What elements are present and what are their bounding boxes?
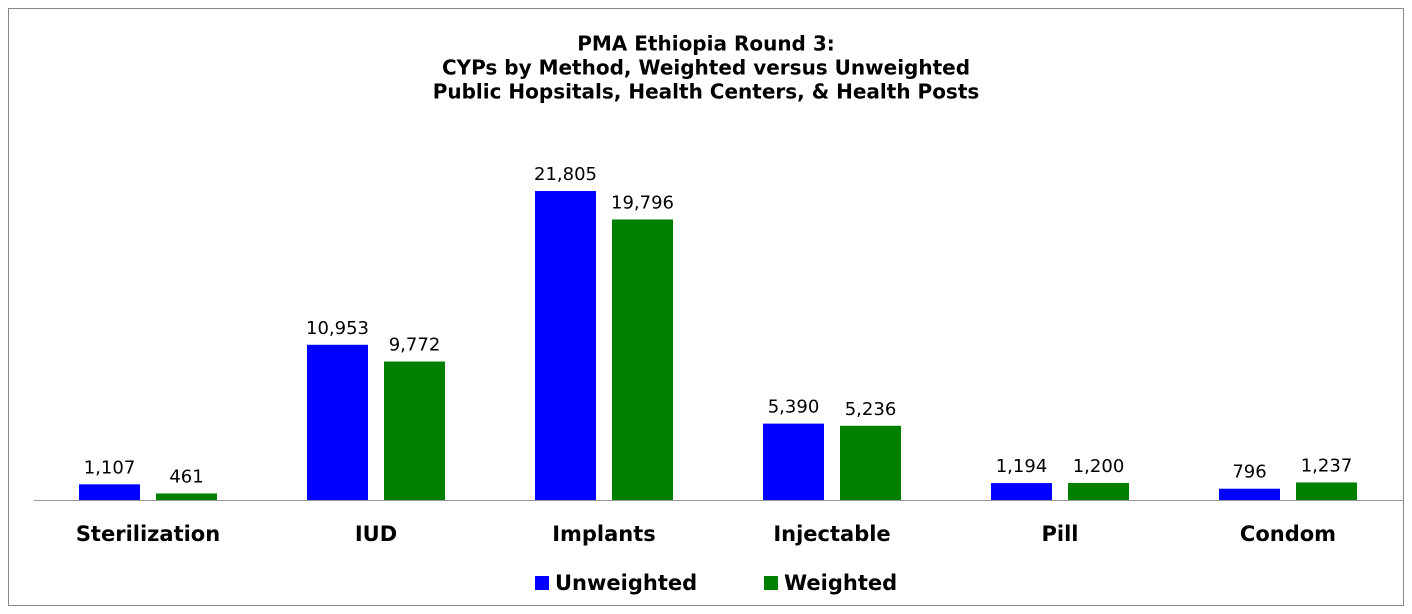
chart-title: CYPs by Method, Weighted versus Unweight… [442, 56, 970, 80]
bar [612, 219, 673, 500]
x-tick-label: Pill [1042, 522, 1079, 546]
data-label: 5,236 [845, 399, 897, 420]
data-label: 1,194 [996, 456, 1048, 477]
data-label: 5,390 [768, 397, 820, 418]
legend-label: Unweighted [555, 571, 697, 595]
legend-label: Weighted [784, 571, 897, 595]
bar [991, 483, 1052, 500]
bar [1296, 482, 1357, 500]
bar [535, 191, 596, 500]
bar [384, 361, 445, 500]
data-label: 1,237 [1301, 455, 1353, 476]
x-tick-label: Injectable [773, 522, 890, 546]
x-tick-label: IUD [355, 522, 397, 546]
bar [1219, 488, 1280, 500]
bar [763, 423, 824, 500]
data-label: 9,772 [389, 335, 441, 356]
legend-swatch [535, 576, 549, 590]
chart-border [8, 8, 1404, 606]
bar [1068, 482, 1129, 500]
data-label: 21,805 [534, 164, 597, 185]
x-tick-label: Sterilization [76, 522, 220, 546]
data-label: 10,953 [306, 318, 369, 339]
chart-title: Public Hopsitals, Health Centers, & Heal… [433, 80, 980, 104]
data-label: 796 [1232, 462, 1266, 483]
bar [307, 344, 368, 500]
data-label: 1,107 [84, 457, 136, 478]
chart-title: PMA Ethiopia Round 3: [577, 32, 835, 56]
bar [840, 425, 901, 500]
data-label: 461 [169, 466, 203, 487]
x-tick-label: Implants [552, 522, 656, 546]
x-tick-label: Condom [1240, 522, 1336, 546]
data-label: 1,200 [1073, 456, 1125, 477]
data-label: 19,796 [611, 192, 674, 213]
bar [79, 484, 140, 500]
legend-swatch [764, 576, 778, 590]
bar [156, 493, 217, 500]
